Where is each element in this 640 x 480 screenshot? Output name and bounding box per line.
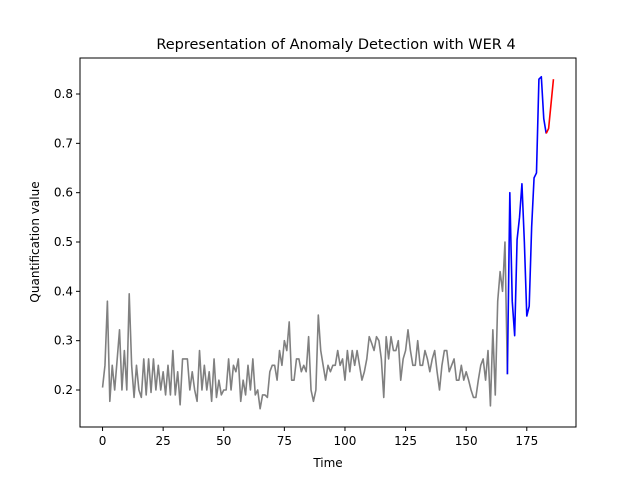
y-axis: 0.2 0.3 0.4 0.5 0.6 0.7 0.8 — [54, 87, 80, 397]
x-tick-label: 150 — [455, 434, 478, 448]
series-line-3 — [545, 79, 555, 134]
x-tick-label: 125 — [394, 434, 417, 448]
y-tick-label: 0.3 — [54, 334, 73, 348]
series-layer — [101, 75, 555, 410]
x-tick-label: 50 — [216, 434, 231, 448]
x-tick-label: 75 — [277, 434, 292, 448]
y-tick-label: 0.6 — [54, 186, 73, 200]
x-tick-label: 100 — [334, 434, 357, 448]
x-tick-label: 0 — [99, 434, 107, 448]
y-tick-label: 0.8 — [54, 87, 73, 101]
y-tick-label: 0.4 — [54, 284, 73, 298]
x-tick-label: 175 — [515, 434, 538, 448]
series-line-2 — [506, 75, 547, 375]
y-tick-label: 0.7 — [54, 136, 73, 150]
y-tick-label: 0.2 — [54, 383, 73, 397]
x-tick-label: 25 — [156, 434, 171, 448]
y-axis-label: Quantification value — [28, 181, 42, 302]
x-axis: 0 25 50 75 100 125 150 175 — [99, 427, 538, 448]
chart-title: Representation of Anomaly Detection with… — [156, 37, 515, 53]
series-line-1 — [101, 241, 509, 410]
y-tick-label: 0.5 — [54, 235, 73, 249]
x-axis-label: Time — [312, 456, 342, 470]
